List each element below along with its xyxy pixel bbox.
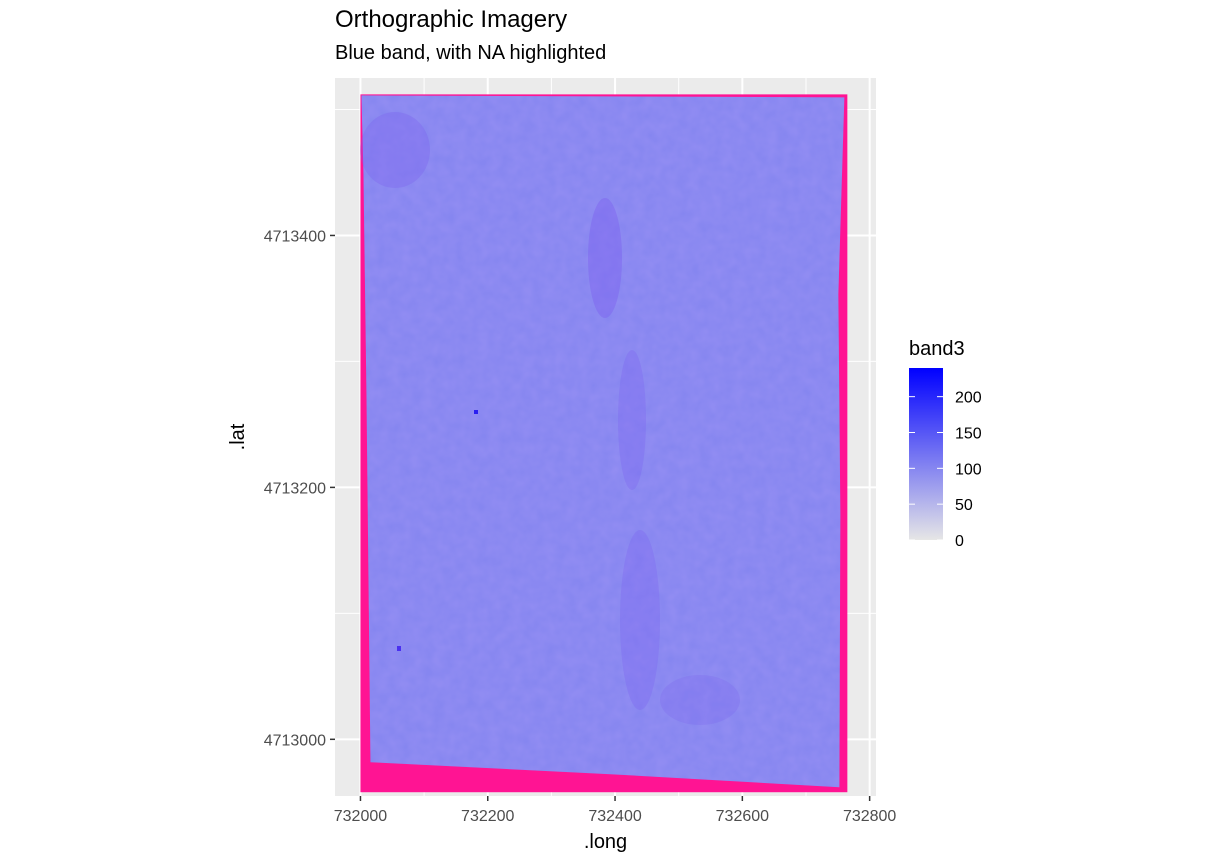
- raster-texture: [361, 95, 845, 788]
- chart-title: Orthographic Imagery: [335, 6, 568, 33]
- raster-bright-pixel: [474, 410, 478, 414]
- y-tick-label: 4713000: [264, 732, 326, 749]
- raster-dark-feature: [618, 350, 646, 490]
- x-tick-label: 732600: [716, 808, 769, 825]
- x-tick-label: 732400: [588, 808, 641, 825]
- raster-dark-feature: [588, 198, 622, 318]
- legend-label: 0: [955, 533, 964, 550]
- legend-label: 100: [955, 461, 982, 478]
- raster-dark-feature: [620, 530, 660, 710]
- x-tick-label: 732800: [843, 808, 896, 825]
- y-tick-label: 4713200: [264, 480, 326, 497]
- y-tick-label: 4713400: [264, 228, 326, 245]
- raster-dark-feature: [360, 112, 430, 188]
- x-tick-label: 732200: [461, 808, 514, 825]
- y-axis-title: .lat: [227, 423, 249, 450]
- legend-label: 50: [955, 497, 973, 514]
- legend-label: 150: [955, 426, 982, 443]
- raster-bright-pixel: [397, 646, 401, 651]
- x-tick-label: 732000: [334, 808, 387, 825]
- legend-title: band3: [909, 338, 965, 360]
- x-axis-title: .long: [584, 831, 627, 853]
- chart-subtitle: Blue band, with NA highlighted: [335, 42, 607, 64]
- legend-colorbar: [909, 368, 943, 540]
- legend-label: 200: [955, 390, 982, 407]
- raster-dark-feature: [660, 675, 740, 725]
